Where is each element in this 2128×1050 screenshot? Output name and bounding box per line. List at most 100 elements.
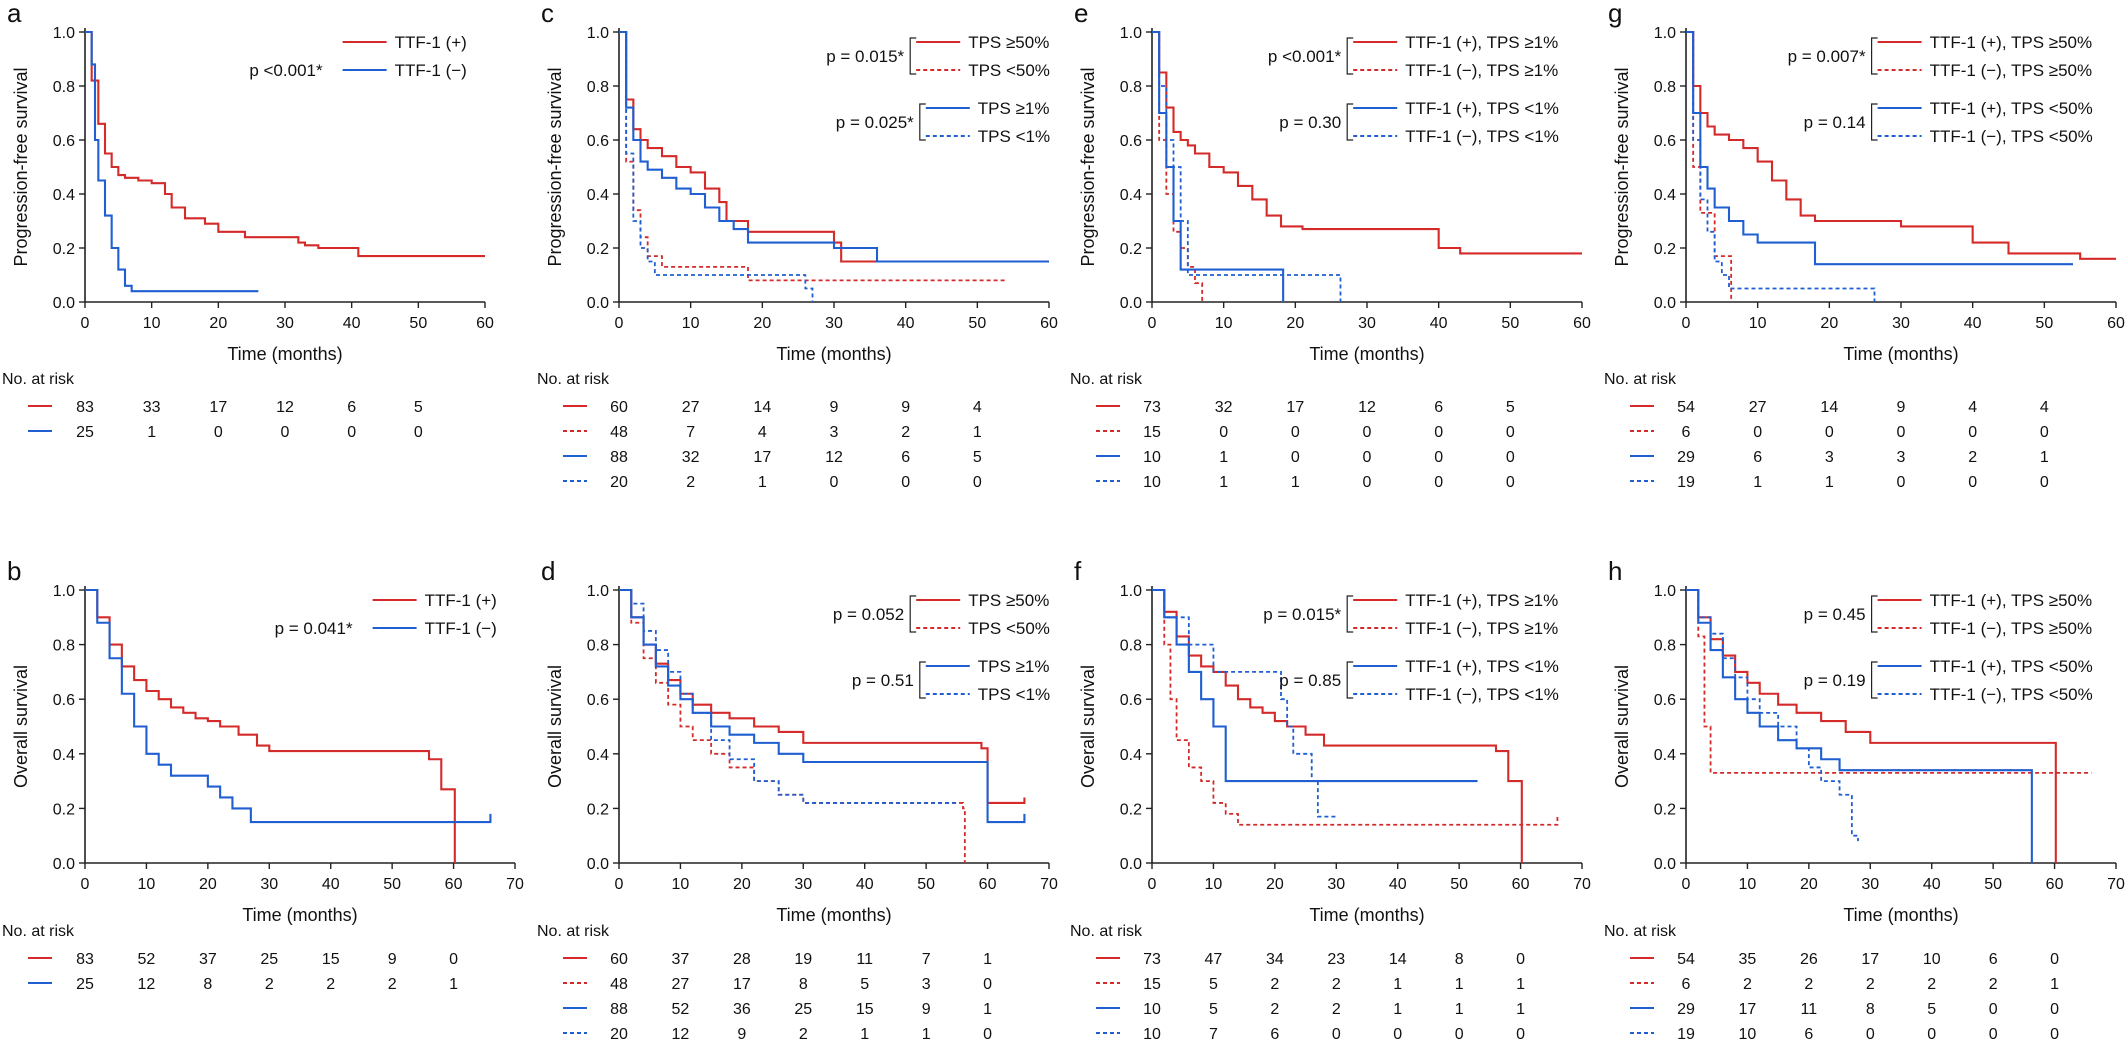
legend-label: TPS ≥50% [968,33,1049,52]
p-value: p = 0.85 [1279,671,1341,690]
risk-count: 32 [682,449,700,466]
y-tick-label: 0.4 [53,747,75,764]
risk-count: 1 [1393,1001,1402,1018]
risk-count: 20 [610,1026,628,1043]
survival-curve [1152,30,1582,255]
risk-count: 29 [1677,449,1695,466]
risk-count: 17 [1286,399,1304,416]
risk-count: 0 [1291,449,1300,466]
risk-count: 1 [1455,1001,1464,1018]
risk-count: 1 [1753,474,1762,491]
survival-curve [1686,30,2116,260]
risk-count: 10 [1143,474,1161,491]
survival-curve [85,30,485,258]
x-tick-label: 70 [1573,876,1591,893]
x-tick-label: 50 [2035,315,2053,332]
legend-label: TTF-1 (−), TPS <50% [1930,127,2093,146]
legend-label: TTF-1 (−), TPS ≥1% [1405,61,1558,80]
risk-count: 2 [1866,976,1875,993]
risk-count: 35 [1739,951,1757,968]
risk-count: 19 [794,951,812,968]
x-tick-label: 0 [81,876,90,893]
risk-table-header: No. at risk [2,371,75,388]
y-tick-label: 0.8 [1120,79,1142,96]
risk-count: 1 [1219,474,1228,491]
risk-count: 0 [1825,424,1834,441]
risk-table-header: No. at risk [1604,371,1677,388]
p-bracket [1871,661,1878,699]
y-tick-label: 1.0 [587,25,609,42]
risk-count: 54 [1677,951,1695,968]
risk-count: 14 [1389,951,1407,968]
risk-count: 3 [830,424,839,441]
y-tick-label: 0.4 [1120,747,1142,764]
y-axis-label: Overall survival [11,665,31,788]
x-tick-label: 40 [322,876,340,893]
risk-count: 60 [610,399,628,416]
x-tick-label: 40 [1430,315,1448,332]
legend-label: TPS ≥1% [978,99,1050,118]
risk-count: 1 [983,1001,992,1018]
p-bracket [1346,661,1354,699]
risk-count: 8 [203,976,212,993]
risk-count: 14 [753,399,771,416]
legend-label: TTF-1 (−), TPS ≥1% [1405,619,1558,638]
panel-letter: b [7,556,21,586]
legend-label: TPS <50% [968,61,1050,80]
y-axis-label: Overall survival [1612,665,1632,788]
risk-count: 3 [922,976,931,993]
y-tick-label: 0.2 [587,801,609,818]
risk-count: 2 [1927,976,1936,993]
risk-count: 0 [1506,474,1515,491]
y-axis-label: Progression-free survival [545,67,565,266]
x-tick-label: 20 [199,876,217,893]
risk-count: 7 [1209,1026,1218,1043]
risk-count: 0 [1968,424,1977,441]
risk-count: 0 [1434,474,1443,491]
x-tick-label: 0 [1682,876,1691,893]
x-tick-label: 30 [1861,876,1879,893]
x-tick-label: 60 [2107,315,2125,332]
y-tick-label: 0.6 [53,133,75,150]
risk-count: 8 [799,976,808,993]
risk-count: 0 [1291,424,1300,441]
risk-count: 2 [799,1026,808,1043]
x-tick-label: 10 [1205,876,1223,893]
y-tick-label: 1.0 [587,583,609,600]
survival-curve [1686,30,2073,266]
risk-count: 8 [1866,1001,1875,1018]
risk-count: 17 [209,399,227,416]
risk-count: 6 [1434,399,1443,416]
risk-count: 2 [1804,976,1813,993]
risk-count: 4 [758,424,767,441]
y-tick-label: 0.2 [1654,801,1676,818]
risk-count: 23 [1327,951,1345,968]
legend-label: TPS <1% [978,127,1050,146]
survival-curve [1686,588,2057,863]
legend-label: TTF-1 (+) [395,33,467,52]
legend-label: TTF-1 (−), TPS ≥50% [1930,61,2093,80]
p-value: p <0.001* [249,61,323,80]
x-tick-label: 20 [1286,315,1304,332]
risk-count: 0 [1753,424,1762,441]
risk-count: 5 [1209,976,1218,993]
risk-count: 25 [794,1001,812,1018]
risk-count: 2 [1332,976,1341,993]
x-tick-label: 10 [682,315,700,332]
risk-count: 6 [1804,1026,1813,1043]
survival-curve [1686,588,2033,863]
risk-count: 83 [76,951,94,968]
risk-count: 27 [682,399,700,416]
p-value: p = 0.041* [275,619,353,638]
risk-count: 9 [830,399,839,416]
legend-label: TPS <50% [968,619,1050,638]
risk-count: 0 [1897,424,1906,441]
risk-count: 25 [76,976,94,993]
risk-count: 6 [1682,976,1691,993]
y-tick-label: 0.2 [1120,241,1142,258]
risk-table-header: No. at risk [537,371,610,388]
